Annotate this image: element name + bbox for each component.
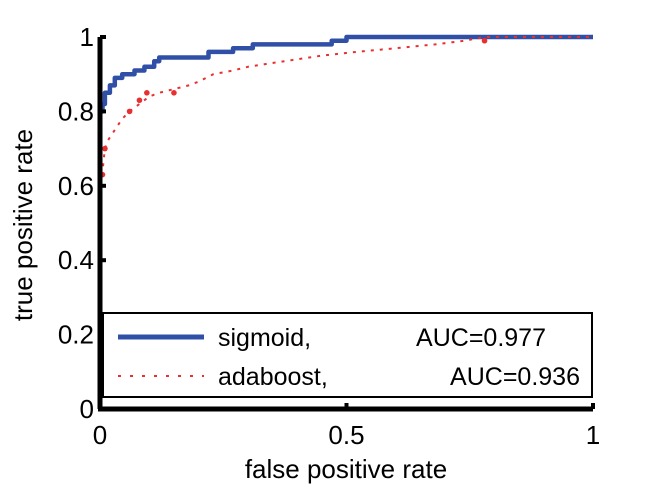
y-tick-label: 0.4 (58, 245, 94, 275)
series-marker-adaboost (481, 37, 488, 44)
series-marker-adaboost (171, 90, 177, 96)
x-tick-label: 1 (586, 420, 600, 450)
y-tick-label: 1 (80, 22, 94, 52)
x-tick-label: 0.5 (328, 420, 364, 450)
legend-box (102, 312, 593, 398)
series-marker-adaboost (136, 97, 143, 104)
series-line-sigmoid (97, 34, 593, 409)
series-marker-adaboost (102, 145, 108, 152)
plot-area (97, 34, 593, 409)
y-tick-label: 0.2 (58, 320, 94, 350)
legend-label-sigmoid: sigmoid, (218, 324, 311, 352)
series-line-adaboost (99, 36, 593, 409)
y-tick-label: 0 (80, 394, 94, 424)
x-tick-label: 0 (93, 420, 107, 450)
y-tick-label: 0.8 (58, 96, 94, 126)
series-marker-adaboost (126, 108, 133, 115)
legend: sigmoid, AUC=0.977 adaboost, AUC=0.936 (102, 312, 593, 398)
legend-label-adaboost: adaboost, (218, 363, 328, 391)
legend-auc-sigmoid: AUC=0.977 (416, 324, 546, 352)
y-tick-label: 0.6 (58, 171, 94, 201)
x-axis-label: false positive rate (245, 454, 447, 484)
axes: 0 0.5 1 0 0.2 0.4 0.6 0.8 1 (58, 22, 600, 450)
series-marker-adaboost (144, 90, 150, 96)
y-axis-label: true positive rate (8, 129, 38, 321)
legend-auc-adaboost: AUC=0.936 (450, 363, 580, 391)
